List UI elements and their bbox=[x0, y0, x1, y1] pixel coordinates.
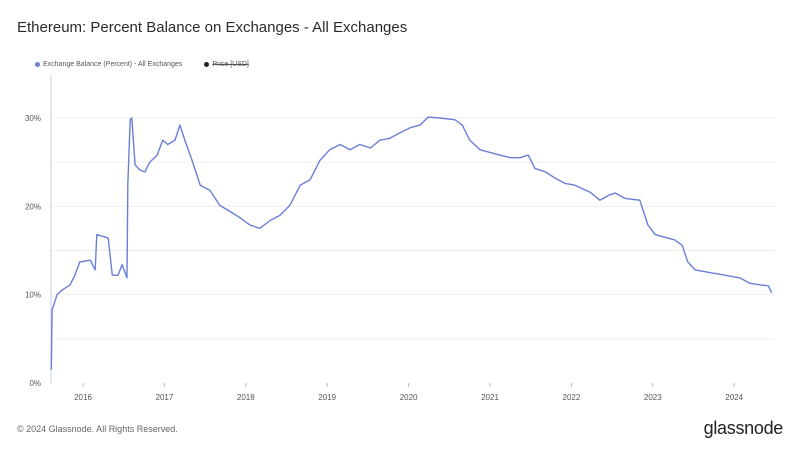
legend-dot-icon bbox=[35, 62, 40, 67]
series-line-exchange-balance bbox=[50, 116, 773, 370]
y-tick-label: 10% bbox=[25, 291, 41, 300]
chart-title: Ethereum: Percent Balance on Exchanges -… bbox=[17, 19, 408, 36]
y-tick-label: 0% bbox=[29, 379, 41, 388]
legend-label: Price [USD] bbox=[212, 61, 249, 68]
legend-item-exchange-balance[interactable]: Exchange Balance (Percent) - All Exchang… bbox=[35, 61, 182, 68]
x-tick-label: 2024 bbox=[725, 393, 743, 402]
legend-label: Exchange Balance (Percent) - All Exchang… bbox=[43, 61, 183, 68]
x-tick-label: 2019 bbox=[318, 393, 336, 402]
copyright: © 2024 Glassnode. All Rights Reserved. bbox=[17, 424, 178, 434]
chart-legend: Exchange Balance (Percent) - All Exchang… bbox=[35, 61, 249, 68]
glassnode-logo: glassnode bbox=[703, 418, 784, 438]
x-tick-label: 2022 bbox=[563, 393, 581, 402]
legend-item-price[interactable]: Price [USD] bbox=[204, 61, 249, 68]
legend-dot-icon bbox=[204, 62, 210, 67]
y-tick-label: 20% bbox=[25, 202, 41, 211]
x-tick-label: 2016 bbox=[74, 393, 92, 402]
x-tick-label: 2023 bbox=[644, 393, 662, 402]
x-tick-label: 2018 bbox=[237, 393, 255, 402]
x-tick-label: 2017 bbox=[156, 393, 174, 402]
x-tick-label: 2021 bbox=[481, 393, 499, 402]
y-tick-label: 30% bbox=[25, 114, 41, 123]
x-tick-label: 2020 bbox=[400, 393, 418, 402]
